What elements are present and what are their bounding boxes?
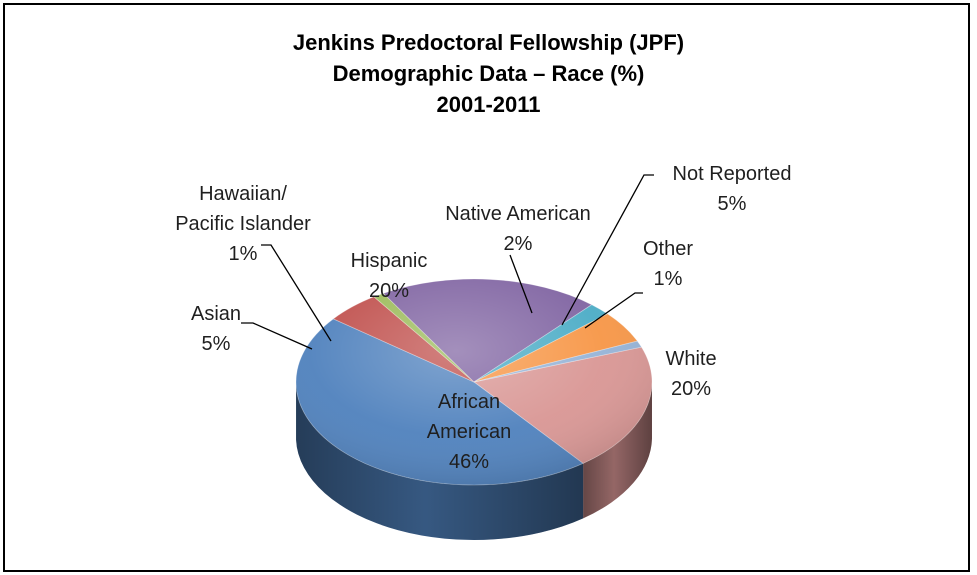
pie-tops bbox=[295, 278, 653, 486]
pie-value-label-2: 5% bbox=[202, 333, 231, 355]
pie-value-label-6: 5% bbox=[718, 193, 747, 215]
pie-category-label-3-0: Hawaiian/ bbox=[199, 183, 287, 205]
chart-title-line-3: 2001-2011 bbox=[436, 92, 541, 117]
pie-leader-line-6 bbox=[561, 174, 654, 326]
pie-side-shade-0 bbox=[583, 383, 652, 519]
pie-labels: White 20% African American 46% Asian 5% Hawaiia… bbox=[175, 163, 791, 473]
chart-frame: Jenkins Predoctoral Fellowship (JPF) Dem… bbox=[3, 3, 970, 572]
pie-value-label-4: 20% bbox=[369, 280, 409, 302]
pie-gloss bbox=[296, 279, 652, 485]
chart-title-line-2: Demographic Data – Race (%) bbox=[332, 61, 645, 86]
pie-chart: White 20% African American 46% Asian 5% Hawaiia… bbox=[175, 163, 791, 541]
pie-category-label-1-1: American bbox=[427, 421, 511, 443]
pie-category-label-1-0: African bbox=[438, 391, 500, 413]
pie-leader-line-5 bbox=[509, 254, 533, 314]
pie-category-label-3-1: Pacific Islander bbox=[175, 213, 311, 235]
pie-leader-lines bbox=[241, 174, 654, 350]
pie-category-label-2-0: Asian bbox=[191, 303, 241, 325]
pie-value-label-7: 1% bbox=[654, 268, 683, 290]
pie-category-label-6-0: Not Reported bbox=[673, 163, 792, 185]
pie-category-label-5-0: Native American bbox=[445, 203, 591, 225]
chart-title: Jenkins Predoctoral Fellowship (JPF) Dem… bbox=[5, 27, 968, 120]
chart-title-line-1: Jenkins Predoctoral Fellowship (JPF) bbox=[292, 30, 685, 55]
pie-sides bbox=[296, 383, 652, 541]
pie-leader-line-2 bbox=[241, 322, 313, 350]
pie-leader-line-3 bbox=[261, 244, 332, 342]
pie-category-label-0-0: White bbox=[665, 348, 716, 370]
pie-side-shade-1 bbox=[296, 384, 584, 541]
pie-value-label-3: 1% bbox=[229, 243, 258, 265]
pie-value-label-5: 2% bbox=[504, 233, 533, 255]
pie-leader-line-7 bbox=[584, 292, 643, 329]
pie-value-label-0: 20% bbox=[671, 378, 711, 400]
pie-category-label-7-0: Other bbox=[643, 238, 693, 260]
pie-value-label-1: 46% bbox=[449, 451, 489, 473]
pie-category-label-4-0: Hispanic bbox=[351, 250, 428, 272]
